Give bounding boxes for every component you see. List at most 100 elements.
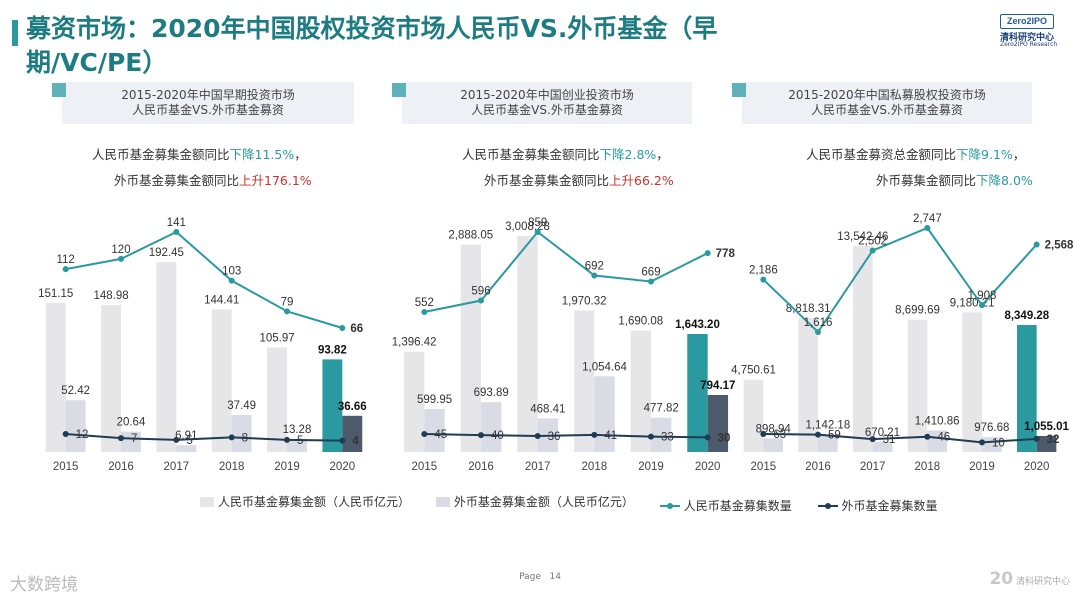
point-rmb-count <box>421 309 428 315</box>
panel-marker-icon <box>392 83 406 97</box>
point-fx-count <box>284 436 290 443</box>
x-tick-label: 2020 <box>330 461 356 473</box>
point-fx-count <box>173 436 180 443</box>
line-rmb-count <box>424 230 709 313</box>
data-label-fx-count: 32 <box>1047 434 1060 446</box>
data-label-fx-count: 59 <box>828 430 841 442</box>
bar-fx-amount <box>651 417 672 452</box>
point-rmb-count <box>760 276 767 283</box>
bar-rmb-amount <box>322 359 343 452</box>
point-fx-count <box>591 431 598 438</box>
bar-fx-amount <box>231 414 252 452</box>
x-tick-label: 2015 <box>412 461 438 473</box>
logo-cn-text: 清科研究中心 <box>1000 33 1055 43</box>
point-rmb-count <box>118 255 124 262</box>
logo-box-text: Zero2IPO <box>1000 14 1054 29</box>
chart-legend: 人民币基金募集金额（人民币亿元） 外币基金募集金额（人民币亿元） 人民币基金募集… <box>200 493 960 514</box>
point-fx-count <box>924 433 931 440</box>
point-fx-count <box>704 434 711 441</box>
data-label-rmb-count: 120 <box>111 244 130 256</box>
data-label-rmb-amount: 9,180.21 <box>950 297 995 309</box>
point-rmb-count <box>979 302 985 309</box>
bar-fx-amount <box>594 376 615 452</box>
x-tick-label: 2018 <box>582 461 608 473</box>
data-label-fx-amount: 37.49 <box>227 400 256 412</box>
page-number: Page 14 <box>519 572 561 582</box>
x-tick-label: 2017 <box>525 461 551 473</box>
data-label-fx-count: 5 <box>297 435 303 447</box>
point-rmb-count <box>924 225 931 231</box>
data-label-rmb-amount: 2,888.05 <box>448 230 493 242</box>
data-label-fx-count: 10 <box>992 437 1005 449</box>
footer-brand-right: 20 清科研究中心 <box>989 569 1070 589</box>
point-rmb-count <box>591 272 598 279</box>
data-label-rmb-count: 2,747 <box>913 213 942 225</box>
bar-rmb-amount <box>211 309 232 452</box>
x-tick-label: 2017 <box>860 461 886 473</box>
point-rmb-count <box>869 247 876 254</box>
x-tick-label: 2015 <box>53 461 79 473</box>
panel-heading-line1: 2015-2020年中国早期投资市场 <box>121 88 295 102</box>
data-label-fx-amount: 6.91 <box>175 430 197 442</box>
x-tick-label: 2019 <box>638 461 664 473</box>
data-label-fx-amount: 13.28 <box>283 424 312 436</box>
point-rmb-count <box>284 308 290 315</box>
bar-rmb-amount <box>687 334 708 452</box>
bar-fx-amount <box>1036 435 1057 452</box>
data-label-rmb-count: 103 <box>222 266 241 278</box>
data-label-rmb-count: 112 <box>56 254 74 266</box>
bar-rmb-amount <box>460 244 481 452</box>
panel-heading-line1: 2015-2020年中国创业投资市场 <box>460 88 634 102</box>
data-label-rmb-count: 669 <box>641 267 660 279</box>
point-rmb-count <box>534 229 541 235</box>
data-label-rmb-count: 1,908 <box>968 290 997 302</box>
panel-heading-early: 2015-2020年中国早期投资市场 人民币基金VS.外币基金募资 <box>52 82 354 124</box>
bar-rmb-amount <box>101 304 121 452</box>
panel-marker-icon <box>52 83 66 97</box>
x-tick-label: 2018 <box>219 461 245 473</box>
data-label-fx-count: 8 <box>242 432 248 444</box>
data-label-rmb-count: 2,502 <box>858 236 887 248</box>
data-label-fx-count: 40 <box>491 430 504 442</box>
footer-watermark-left: 大数跨境 <box>10 575 78 595</box>
data-label-fx-amount: 52.42 <box>61 385 90 397</box>
point-rmb-count <box>173 229 180 235</box>
data-label-rmb-amount: 148.98 <box>93 290 128 302</box>
bar-rmb-amount <box>630 330 651 452</box>
panel-heading-vc: 2015-2020年中国创业投资市场 人民币基金VS.外币基金募资 <box>392 82 692 124</box>
data-label-rmb-amount: 93.82 <box>318 344 347 356</box>
line-fx-count <box>65 433 343 442</box>
bar-fx-amount <box>927 430 948 452</box>
point-fx-count <box>62 431 69 437</box>
bar-fx-amount <box>481 402 502 452</box>
panel-marker-icon <box>732 83 746 97</box>
legend-swatch <box>200 496 214 507</box>
point-fx-count <box>421 431 428 437</box>
data-label-rmb-count: 66 <box>350 323 363 335</box>
x-tick-label: 2016 <box>468 461 494 473</box>
data-label-fx-amount: 1,054.64 <box>582 361 627 373</box>
data-label-fx-count: 4 <box>352 436 359 448</box>
bar-fx-amount <box>537 418 559 452</box>
data-label-fx-count: 46 <box>937 432 950 444</box>
bar-rmb-amount <box>743 379 764 452</box>
bar-fx-amount <box>176 445 197 452</box>
point-fx-count <box>478 432 484 439</box>
data-label-rmb-count: 692 <box>585 261 604 273</box>
x-tick-label: 2015 <box>751 461 777 473</box>
data-label-fx-amount: 670.21 <box>865 427 900 439</box>
panel-heading-line2: 人民币基金VS.外币基金募资 <box>471 103 623 117</box>
data-label-rmb-count: 859 <box>528 217 547 229</box>
data-label-fx-count: 63 <box>773 429 786 441</box>
point-fx-count <box>118 435 124 442</box>
data-label-rmb-amount: 8,699.69 <box>895 305 940 317</box>
bar-rmb-amount <box>573 310 595 452</box>
bar-fx-amount <box>818 434 838 452</box>
bar-rmb-amount <box>962 312 982 452</box>
data-label-rmb-count: 79 <box>281 296 294 308</box>
data-label-rmb-amount: 4,750.61 <box>731 365 776 377</box>
data-label-fx-amount: 1,055.01 <box>1024 421 1069 433</box>
point-rmb-count <box>228 277 235 284</box>
zero2ipo-logo: Zero2IPO 清科研究中心 Zero2IPO Research <box>1000 14 1062 50</box>
data-label-rmb-count: 1,616 <box>804 317 833 329</box>
